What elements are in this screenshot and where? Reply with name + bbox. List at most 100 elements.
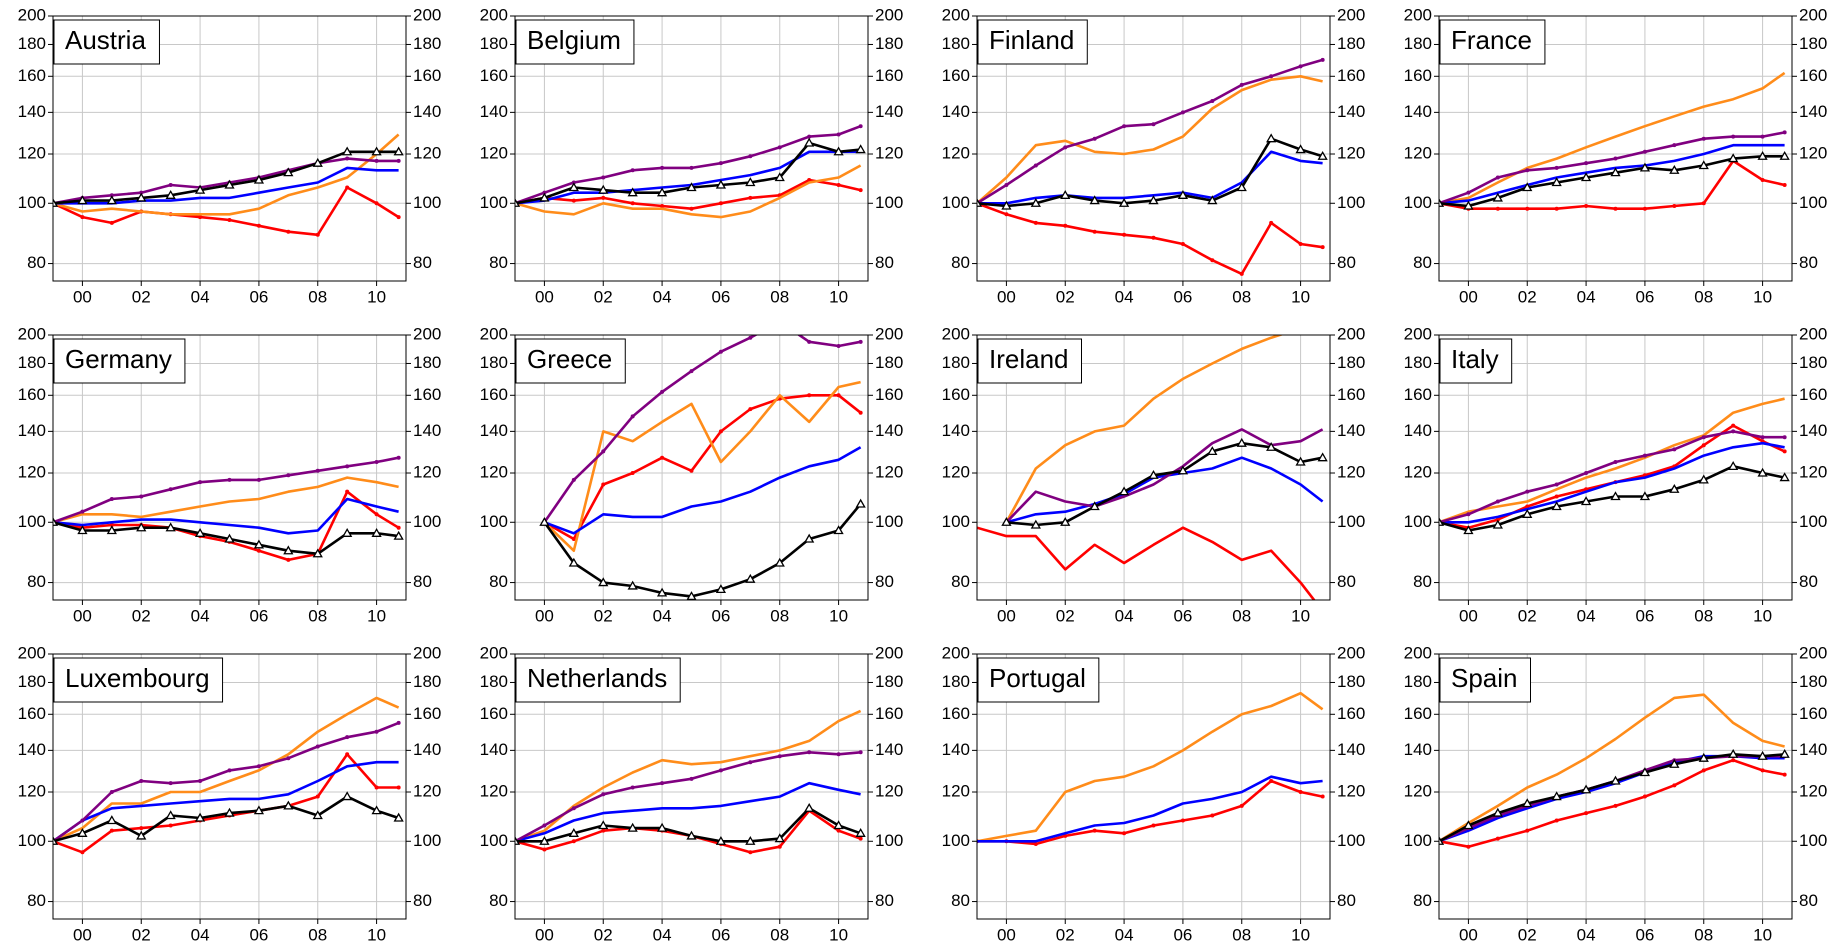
point-marker	[1698, 160, 1709, 170]
point-marker	[807, 393, 812, 398]
y2-tick-label: 140	[1337, 740, 1365, 759]
y-tick-label: 120	[18, 462, 46, 481]
y-tick-label: 120	[1404, 462, 1432, 481]
point-marker	[515, 197, 521, 207]
point-marker	[1669, 758, 1680, 768]
point-marker	[1030, 519, 1041, 529]
x-tick-label: 04	[653, 606, 672, 625]
point-marker	[1731, 423, 1736, 428]
y-tick-label: 80	[27, 253, 46, 272]
panel-title: Netherlands	[527, 663, 667, 693]
series-group	[1439, 693, 1790, 849]
y-tick-label: 100	[18, 193, 46, 212]
point-marker	[1613, 803, 1618, 808]
point-marker	[1439, 835, 1445, 845]
point-marker	[345, 752, 350, 757]
point-marker	[139, 778, 144, 783]
x-tick-label: 00	[997, 287, 1016, 306]
point-marker	[256, 477, 261, 482]
point-marker	[374, 158, 379, 163]
y-tick-label: 120	[1404, 781, 1432, 800]
point-marker	[393, 812, 404, 822]
point-marker	[1298, 64, 1303, 69]
point-marker	[1580, 496, 1592, 506]
x-tick-label: 04	[1577, 287, 1596, 306]
point-marker	[1701, 201, 1706, 206]
point-marker	[598, 820, 609, 830]
point-marker	[1001, 200, 1012, 210]
point-marker	[1180, 818, 1185, 823]
y2-tick-label: 80	[1799, 253, 1818, 272]
point-marker	[77, 827, 88, 837]
y2-tick-label: 100	[413, 831, 441, 850]
title-box	[977, 657, 1100, 703]
series-group	[1439, 397, 1790, 535]
y-tick-label: 80	[489, 572, 508, 591]
point-marker	[1298, 242, 1303, 247]
x-tick-label: 06	[711, 606, 730, 625]
point-marker	[371, 805, 382, 815]
point-marker	[807, 339, 812, 344]
title-box	[977, 338, 1082, 384]
y2-tick-label: 200	[413, 324, 441, 343]
y-tick-label: 100	[18, 512, 46, 531]
y2-tick-label: 120	[1799, 781, 1827, 800]
x-tick-label: 10	[1753, 925, 1772, 943]
point-marker	[1439, 197, 1445, 207]
point-marker	[689, 776, 694, 781]
point-marker	[568, 827, 579, 837]
y2-tick-label: 80	[875, 253, 894, 272]
panel-title: Austria	[65, 25, 146, 55]
y2-tick-label: 200	[1337, 643, 1365, 662]
panel-title: Greece	[527, 344, 612, 374]
point-marker	[1779, 150, 1790, 160]
x-tick-label: 00	[535, 925, 554, 943]
y2-tick-label: 80	[1799, 572, 1818, 591]
point-marker	[1672, 783, 1677, 788]
point-marker	[371, 527, 382, 537]
point-marker	[601, 828, 606, 833]
point-marker	[630, 471, 635, 476]
x-tick-label: 08	[308, 925, 327, 943]
point-marker	[656, 822, 668, 832]
y-tick-label: 120	[18, 143, 46, 162]
point-marker	[858, 188, 863, 193]
point-marker	[80, 850, 85, 855]
y-tick-label: 80	[951, 253, 970, 272]
x-tick-label: 08	[770, 287, 789, 306]
point-marker	[656, 187, 668, 197]
point-marker	[312, 810, 323, 820]
x-tick-label: 08	[770, 606, 789, 625]
point-marker	[660, 165, 665, 170]
series-group	[977, 691, 1325, 846]
y-tick-label: 80	[489, 891, 508, 910]
point-marker	[106, 815, 117, 825]
y-tick-label: 120	[942, 781, 970, 800]
x-tick-label: 06	[1635, 925, 1654, 943]
y2-tick-label: 100	[875, 831, 903, 850]
point-marker	[1030, 197, 1041, 207]
x-tick-label: 02	[594, 287, 613, 306]
x-tick-label: 06	[1635, 287, 1654, 306]
point-marker	[374, 729, 379, 734]
point-marker	[109, 522, 114, 527]
y-tick-label: 160	[480, 66, 508, 85]
point-marker	[396, 215, 401, 220]
point-marker	[1207, 446, 1218, 456]
point-marker	[689, 165, 694, 170]
point-marker	[1760, 134, 1765, 139]
point-marker	[601, 175, 606, 180]
x-tick-label: 02	[1056, 925, 1075, 943]
point-marker	[601, 449, 606, 454]
y-tick-label: 140	[18, 421, 46, 440]
point-marker	[1522, 508, 1533, 518]
point-marker	[1525, 828, 1530, 833]
y2-tick-label: 80	[1337, 891, 1356, 910]
point-marker	[718, 161, 723, 166]
y-tick-label: 120	[480, 143, 508, 162]
y2-tick-label: 160	[875, 66, 903, 85]
point-marker	[539, 192, 550, 202]
point-marker	[1584, 203, 1589, 208]
y-tick-label: 80	[489, 253, 508, 272]
y2-tick-label: 120	[875, 781, 903, 800]
